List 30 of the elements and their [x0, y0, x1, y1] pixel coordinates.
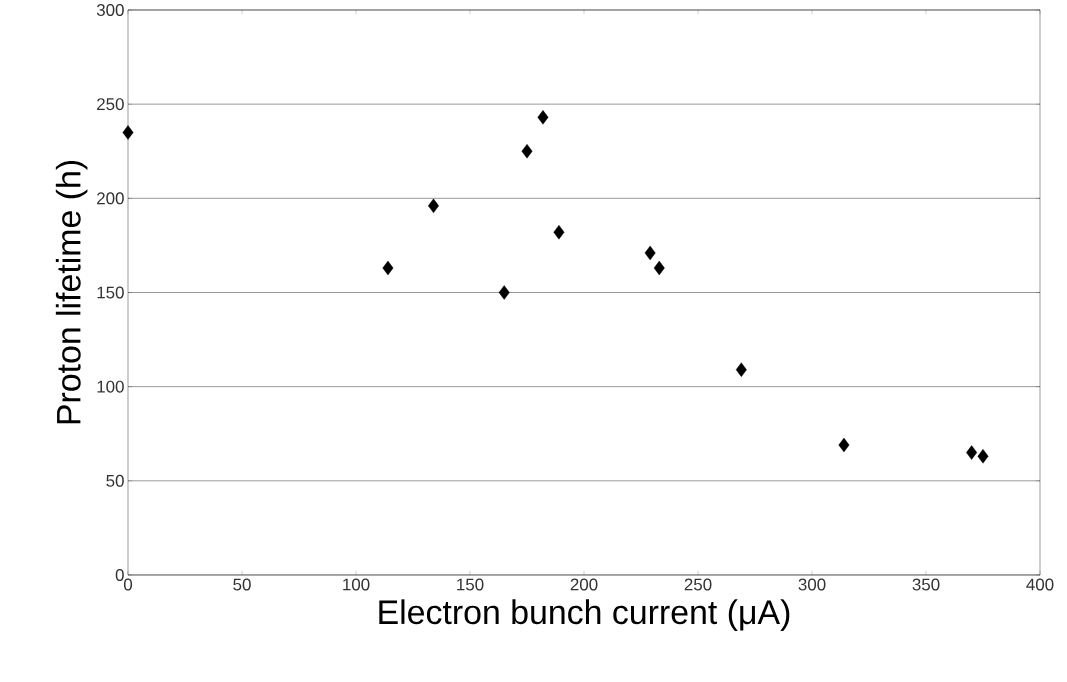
point — [644, 245, 656, 261]
x-tick-label: 0 — [123, 578, 133, 591]
x-tick-label: 100 — [343, 578, 370, 591]
point — [122, 125, 134, 140]
y-tick-label: 150 — [97, 286, 124, 299]
x-tick-label: 150 — [457, 578, 484, 591]
point — [521, 144, 533, 159]
y-tick-label: 0 — [115, 568, 124, 581]
y-tick-label: 50 — [106, 474, 124, 487]
x-tick-label: 200 — [570, 578, 598, 591]
point — [653, 260, 665, 276]
x-tick-label: 400 — [1026, 578, 1054, 591]
point — [498, 285, 510, 300]
point — [537, 110, 549, 125]
x-tick-label: 300 — [798, 578, 826, 591]
point — [735, 362, 747, 377]
point — [382, 260, 394, 276]
point — [838, 437, 850, 453]
y-axis-title: Proton lifetime (h) — [55, 160, 88, 424]
y-tick-label: 250 — [97, 98, 124, 111]
x-tick-label: 350 — [912, 578, 940, 591]
x-tick-label: 250 — [684, 578, 712, 591]
y-tick-label: 300 — [96, 3, 124, 16]
y-tick-label: 200 — [97, 192, 124, 205]
y-tick-label: 100 — [97, 380, 124, 393]
point — [966, 445, 978, 460]
point — [553, 225, 565, 240]
x-axis-title: Electron bunch current (μA) — [379, 599, 790, 631]
x-tick-label: 50 — [233, 578, 251, 591]
point — [977, 449, 989, 464]
